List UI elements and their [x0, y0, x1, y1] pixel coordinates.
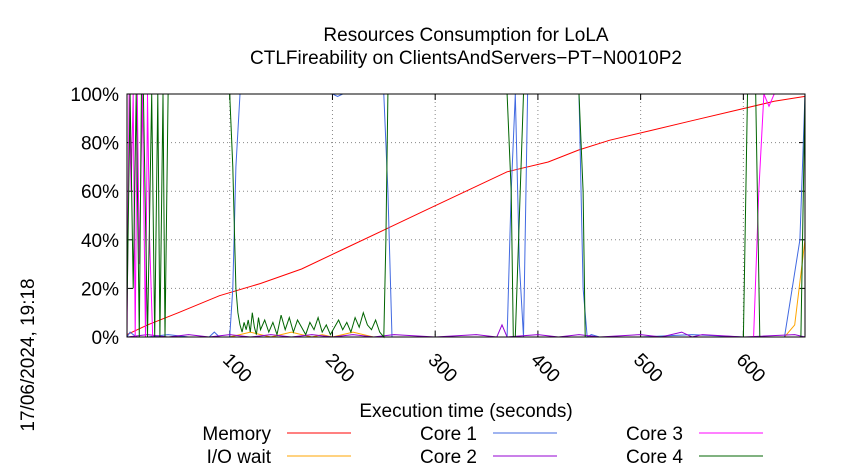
side-timestamp: 17/06/2024, 19:18	[18, 278, 39, 431]
y-tick-label: 40%	[81, 231, 119, 252]
series-lines	[126, 93, 806, 339]
y-tick-label: 60%	[81, 182, 119, 203]
legend-label-i-o-wait: I/O wait	[207, 447, 272, 468]
legend-label-core-3: Core 3	[626, 424, 683, 445]
legend-label-core-1: Core 1	[420, 424, 477, 445]
y-tick-label: 80%	[81, 134, 119, 155]
series-line-core-4	[126, 93, 806, 339]
x-tick-label: 300	[424, 350, 461, 387]
x-tick-label: 400	[526, 350, 563, 387]
x-tick-label: 100	[218, 350, 255, 387]
legend-label-core-2: Core 2	[420, 447, 477, 468]
x-axis: 100 200 300 400 500 600	[218, 94, 769, 387]
x-axis-label: Execution time (seconds)	[359, 401, 572, 422]
chart-title: Resources Consumption for LoLA	[323, 25, 608, 46]
series-line-core-2	[126, 323, 806, 338]
x-tick-label: 600	[732, 350, 769, 387]
series-line-core-3	[126, 93, 805, 338]
x-tick-label: 200	[321, 350, 358, 387]
y-tick-label: 0%	[92, 328, 120, 349]
series-line-core-1	[126, 93, 806, 338]
grid	[127, 94, 805, 337]
legend-label-memory: Memory	[202, 424, 271, 445]
x-tick-label: 500	[629, 350, 666, 387]
plot-frame	[126, 93, 806, 338]
legend-label-core-4: Core 4	[626, 447, 683, 468]
y-tick-label: 100%	[70, 85, 119, 106]
y-tick-label: 20%	[81, 279, 119, 300]
chart-subtitle: CTLFireability on ClientsAndServers−PT−N…	[250, 48, 682, 69]
series-line-memory	[126, 95, 806, 336]
y-axis: 0% 20% 40% 60% 80% 100%	[70, 85, 805, 349]
